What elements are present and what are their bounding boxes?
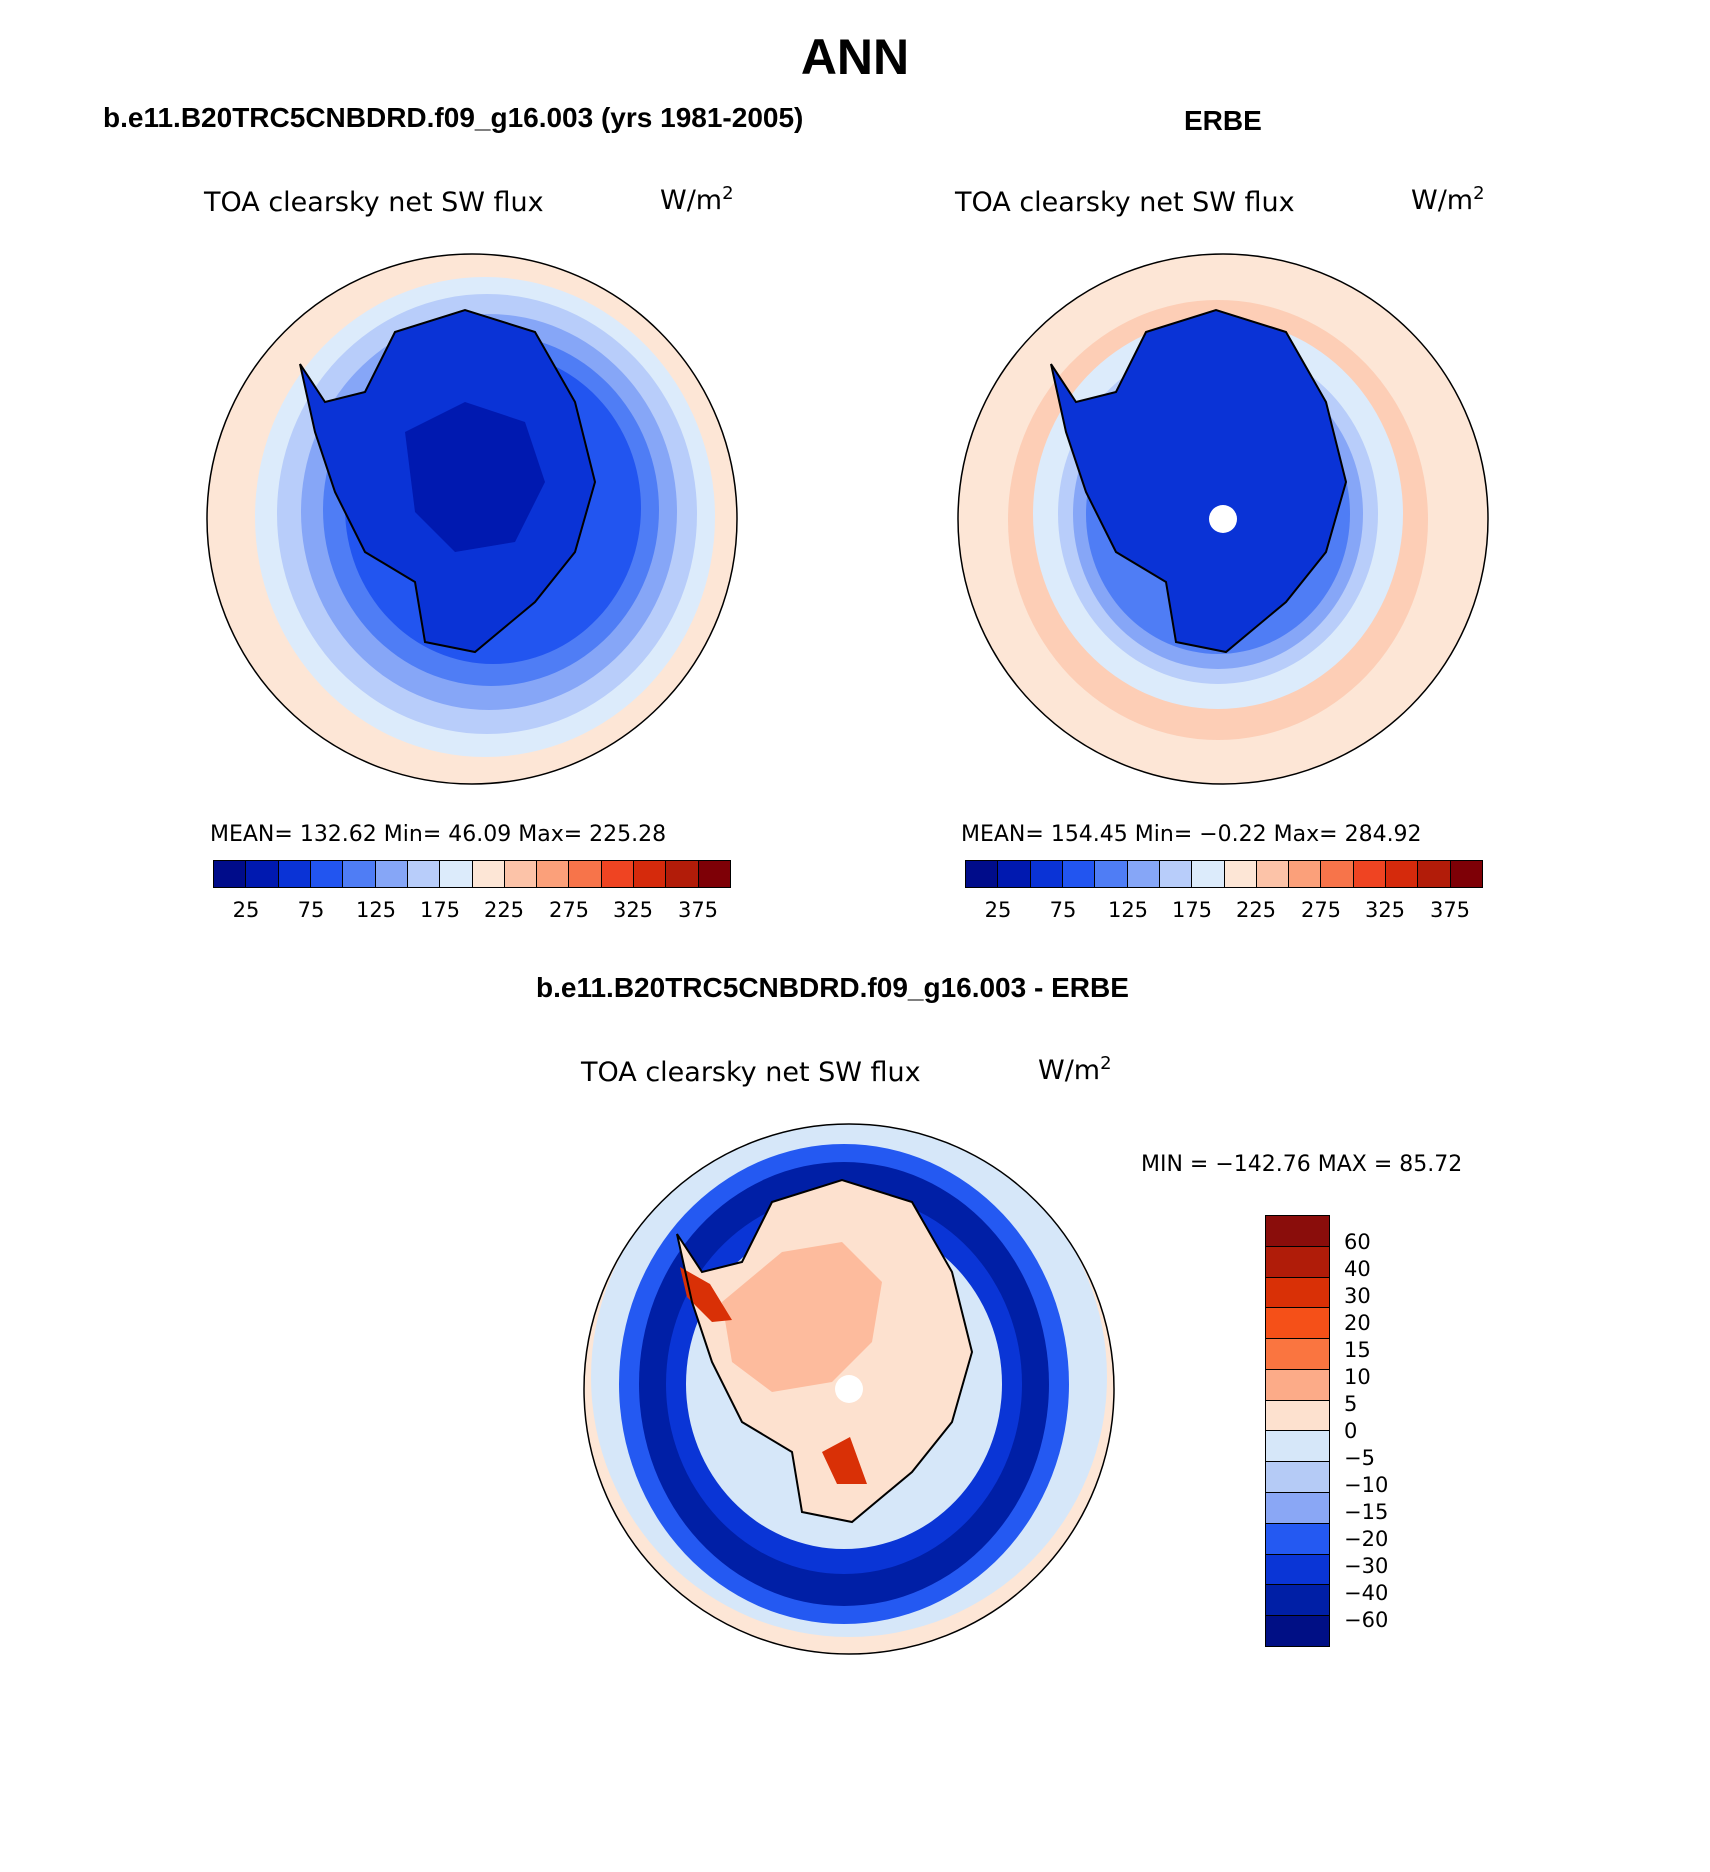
- colorbar-tick-label: −20: [1344, 1527, 1389, 1551]
- colorbar-tick-label: −15: [1344, 1500, 1389, 1524]
- swatch: [1030, 861, 1063, 887]
- swatch: [1289, 861, 1322, 887]
- swatch: [1450, 861, 1482, 887]
- colorbar-tick-label: 275: [1300, 898, 1342, 922]
- map-obs-polar: [957, 253, 1489, 785]
- panel-obs-colorbar: [965, 860, 1483, 888]
- swatch: [310, 861, 344, 887]
- colorbar-tick-label: 0: [1344, 1419, 1358, 1443]
- swatch: [1266, 1216, 1329, 1247]
- swatch: [1386, 861, 1419, 887]
- swatch: [1224, 861, 1257, 887]
- swatch: [1266, 1585, 1329, 1617]
- colorbar-tick-label: 125: [1107, 898, 1149, 922]
- swatch: [1266, 1339, 1329, 1370]
- panel-model-heading: b.e11.B20TRC5CNBDRD.f09_g16.003 (yrs 198…: [103, 102, 804, 133]
- swatch: [375, 861, 408, 887]
- panel-diff-heading: b.e11.B20TRC5CNBDRD.f09_g16.003 - ERBE: [536, 972, 1129, 1003]
- colorbar-tick-label: −60: [1344, 1608, 1389, 1632]
- swatch: [1266, 1523, 1329, 1555]
- swatch: [634, 861, 667, 887]
- swatch: [407, 861, 441, 887]
- panel-diff-variable: TOA clearsky net SW flux: [581, 1057, 921, 1088]
- colorbar-tick-label: 225: [483, 898, 525, 922]
- swatch: [1192, 861, 1225, 887]
- swatch: [1266, 1400, 1329, 1432]
- colorbar-tick-label: 30: [1344, 1284, 1371, 1308]
- swatch: [278, 861, 311, 887]
- swatch: [569, 861, 602, 887]
- colorbar-tick-label: 125: [355, 898, 397, 922]
- panel-diff-unit: W/m2: [1038, 1053, 1112, 1086]
- colorbar-tick-label: 75: [297, 898, 325, 922]
- swatch: [1266, 1246, 1329, 1278]
- colorbar-tick-label: 375: [677, 898, 719, 922]
- swatch: [1418, 861, 1451, 887]
- swatch: [1353, 861, 1387, 887]
- colorbar-tick-label: 325: [1364, 898, 1406, 922]
- swatch: [1266, 1493, 1329, 1524]
- panel-obs-heading: ERBE: [1184, 105, 1262, 136]
- colorbar-tick-label: 175: [1171, 898, 1213, 922]
- colorbar-tick-label: 175: [419, 898, 461, 922]
- panel-obs-stats: MEAN= 154.45 Min= −0.22 Max= 284.92: [961, 822, 1422, 847]
- swatch: [998, 861, 1031, 887]
- panel-obs-variable: TOA clearsky net SW flux: [955, 187, 1295, 218]
- swatch: [966, 861, 999, 887]
- colorbar-tick-label: 75: [1049, 898, 1077, 922]
- swatch: [537, 861, 570, 887]
- swatch: [1095, 861, 1128, 887]
- colorbar-tick-label: 20: [1344, 1311, 1371, 1335]
- swatch: [666, 861, 699, 887]
- colorbar-tick-label: 60: [1344, 1230, 1371, 1254]
- colorbar-tick-label: 325: [612, 898, 654, 922]
- swatch: [1266, 1616, 1329, 1646]
- colorbar-tick-label: −10: [1344, 1473, 1389, 1497]
- swatch: [1266, 1462, 1329, 1494]
- colorbar-tick-label: 225: [1235, 898, 1277, 922]
- swatch: [472, 861, 505, 887]
- swatch: [1266, 1308, 1329, 1340]
- swatch: [601, 861, 635, 887]
- swatch: [1256, 861, 1290, 887]
- panel-diff-colorbar: [1265, 1215, 1330, 1647]
- colorbar-tick-label: 10: [1344, 1365, 1371, 1389]
- colorbar-tick-label: 5: [1344, 1392, 1358, 1416]
- panel-obs-unit: W/m2: [1411, 183, 1485, 216]
- colorbar-tick-label: 15: [1344, 1338, 1371, 1362]
- colorbar-tick-label: −5: [1344, 1446, 1375, 1470]
- swatch: [1266, 1431, 1329, 1463]
- swatch: [214, 861, 247, 887]
- swatch: [1266, 1369, 1329, 1401]
- swatch: [1266, 1554, 1329, 1586]
- swatch: [343, 861, 376, 887]
- swatch: [440, 861, 473, 887]
- map-model-polar: [206, 253, 738, 785]
- panel-diff-stats: MIN = −142.76 MAX = 85.72: [1141, 1152, 1463, 1177]
- figure-title: ANN: [800, 29, 910, 85]
- swatch: [1127, 861, 1160, 887]
- colorbar-tick-label: 375: [1429, 898, 1471, 922]
- colorbar-tick-label: 25: [232, 898, 260, 922]
- panel-model-stats: MEAN= 132.62 Min= 46.09 Max= 225.28: [210, 822, 667, 847]
- swatch: [246, 861, 279, 887]
- colorbar-tick-label: 40: [1344, 1257, 1371, 1281]
- colorbar-tick-label: 275: [548, 898, 590, 922]
- swatch: [1321, 861, 1354, 887]
- colorbar-tick-label: −30: [1344, 1554, 1389, 1578]
- swatch: [1062, 861, 1096, 887]
- swatch: [1159, 861, 1193, 887]
- swatch: [1266, 1277, 1329, 1309]
- colorbar-tick-label: −40: [1344, 1581, 1389, 1605]
- panel-model-variable: TOA clearsky net SW flux: [204, 187, 544, 218]
- map-diff-polar: [583, 1123, 1115, 1655]
- colorbar-tick-label: 25: [984, 898, 1012, 922]
- swatch: [504, 861, 538, 887]
- panel-model-colorbar: [213, 860, 731, 888]
- swatch: [698, 861, 730, 887]
- panel-model-unit: W/m2: [660, 183, 734, 216]
